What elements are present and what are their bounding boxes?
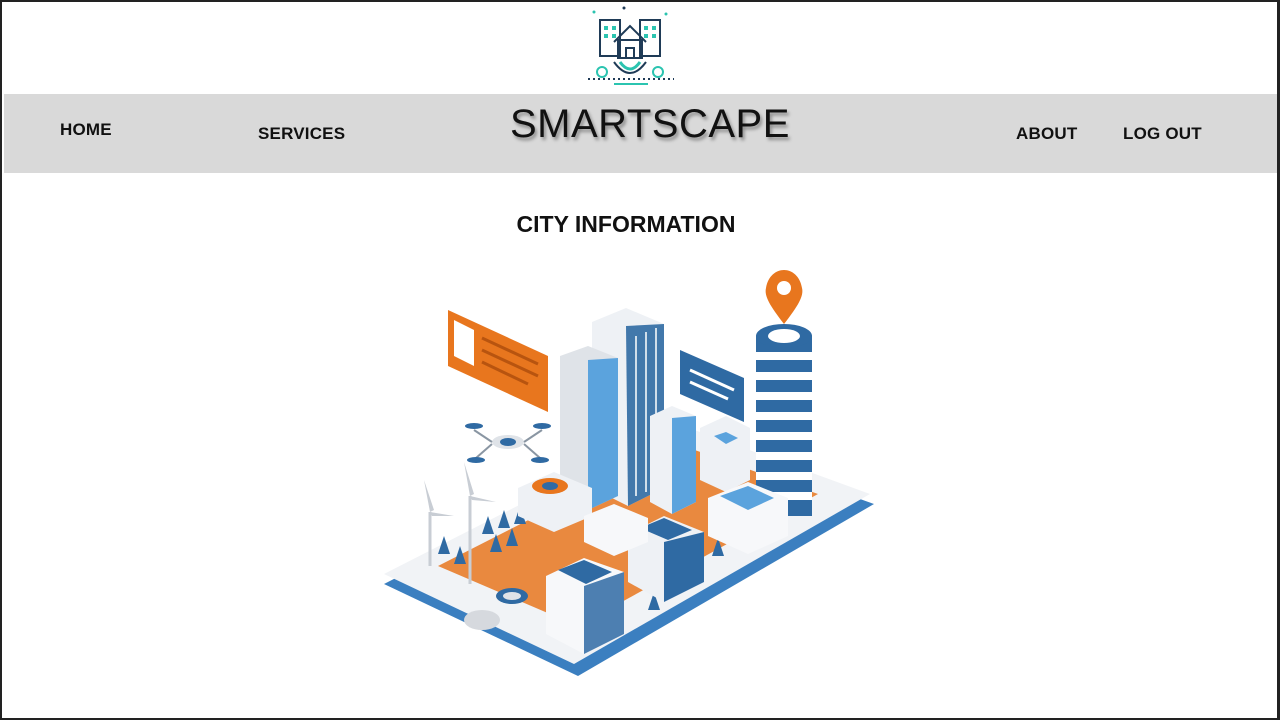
brand-title: SMARTSCAPE bbox=[510, 102, 790, 146]
top-navbar: HOME SERVICES SMARTSCAPE ABOUT LOG OUT bbox=[4, 94, 1277, 173]
nav-logout-link[interactable]: LOG OUT bbox=[1123, 124, 1202, 143]
nav-about-link[interactable]: ABOUT bbox=[1016, 124, 1078, 143]
nav-services-link[interactable]: SERVICES bbox=[258, 124, 346, 143]
smartscape-logo-icon[interactable] bbox=[584, 4, 678, 88]
page-title: CITY INFORMATION bbox=[516, 211, 736, 237]
nav-home-link[interactable]: HOME bbox=[60, 120, 112, 139]
smart-city-illustration-icon bbox=[378, 266, 878, 696]
